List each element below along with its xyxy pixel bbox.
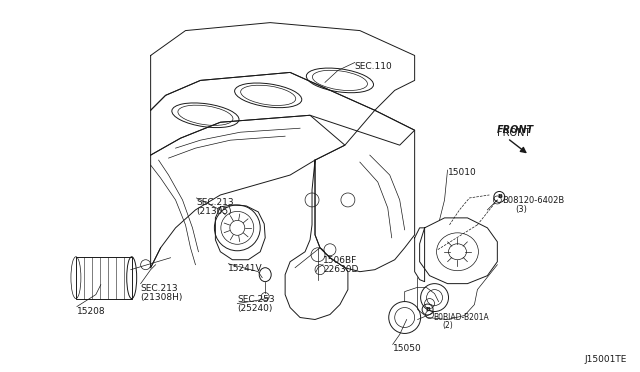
- Text: B08120-6402B: B08120-6402B: [502, 196, 564, 205]
- Text: (21308H): (21308H): [141, 293, 183, 302]
- Text: 15208: 15208: [77, 307, 106, 315]
- Text: 15010: 15010: [447, 168, 476, 177]
- Text: 1506BF: 1506BF: [323, 256, 357, 265]
- Text: J15001TE: J15001TE: [584, 355, 627, 364]
- Text: (21305): (21305): [196, 207, 232, 216]
- Text: SEC.213: SEC.213: [141, 283, 179, 293]
- Text: SEC.110: SEC.110: [355, 62, 392, 71]
- Text: 22630D: 22630D: [323, 265, 358, 274]
- Text: FRONT: FRONT: [497, 128, 531, 138]
- Text: 15241V: 15241V: [228, 264, 263, 273]
- Text: SEC.253: SEC.253: [237, 295, 275, 304]
- Text: SEC.213: SEC.213: [196, 198, 234, 207]
- Text: 15050: 15050: [393, 344, 422, 353]
- Text: (25240): (25240): [237, 304, 273, 312]
- Text: (2): (2): [442, 321, 453, 330]
- Text: FRONT: FRONT: [497, 125, 534, 135]
- Text: B: B: [497, 195, 502, 199]
- Text: (3): (3): [515, 205, 527, 214]
- Text: B0BIAD-B201A: B0BIAD-B201A: [433, 312, 490, 321]
- Text: B: B: [425, 307, 430, 312]
